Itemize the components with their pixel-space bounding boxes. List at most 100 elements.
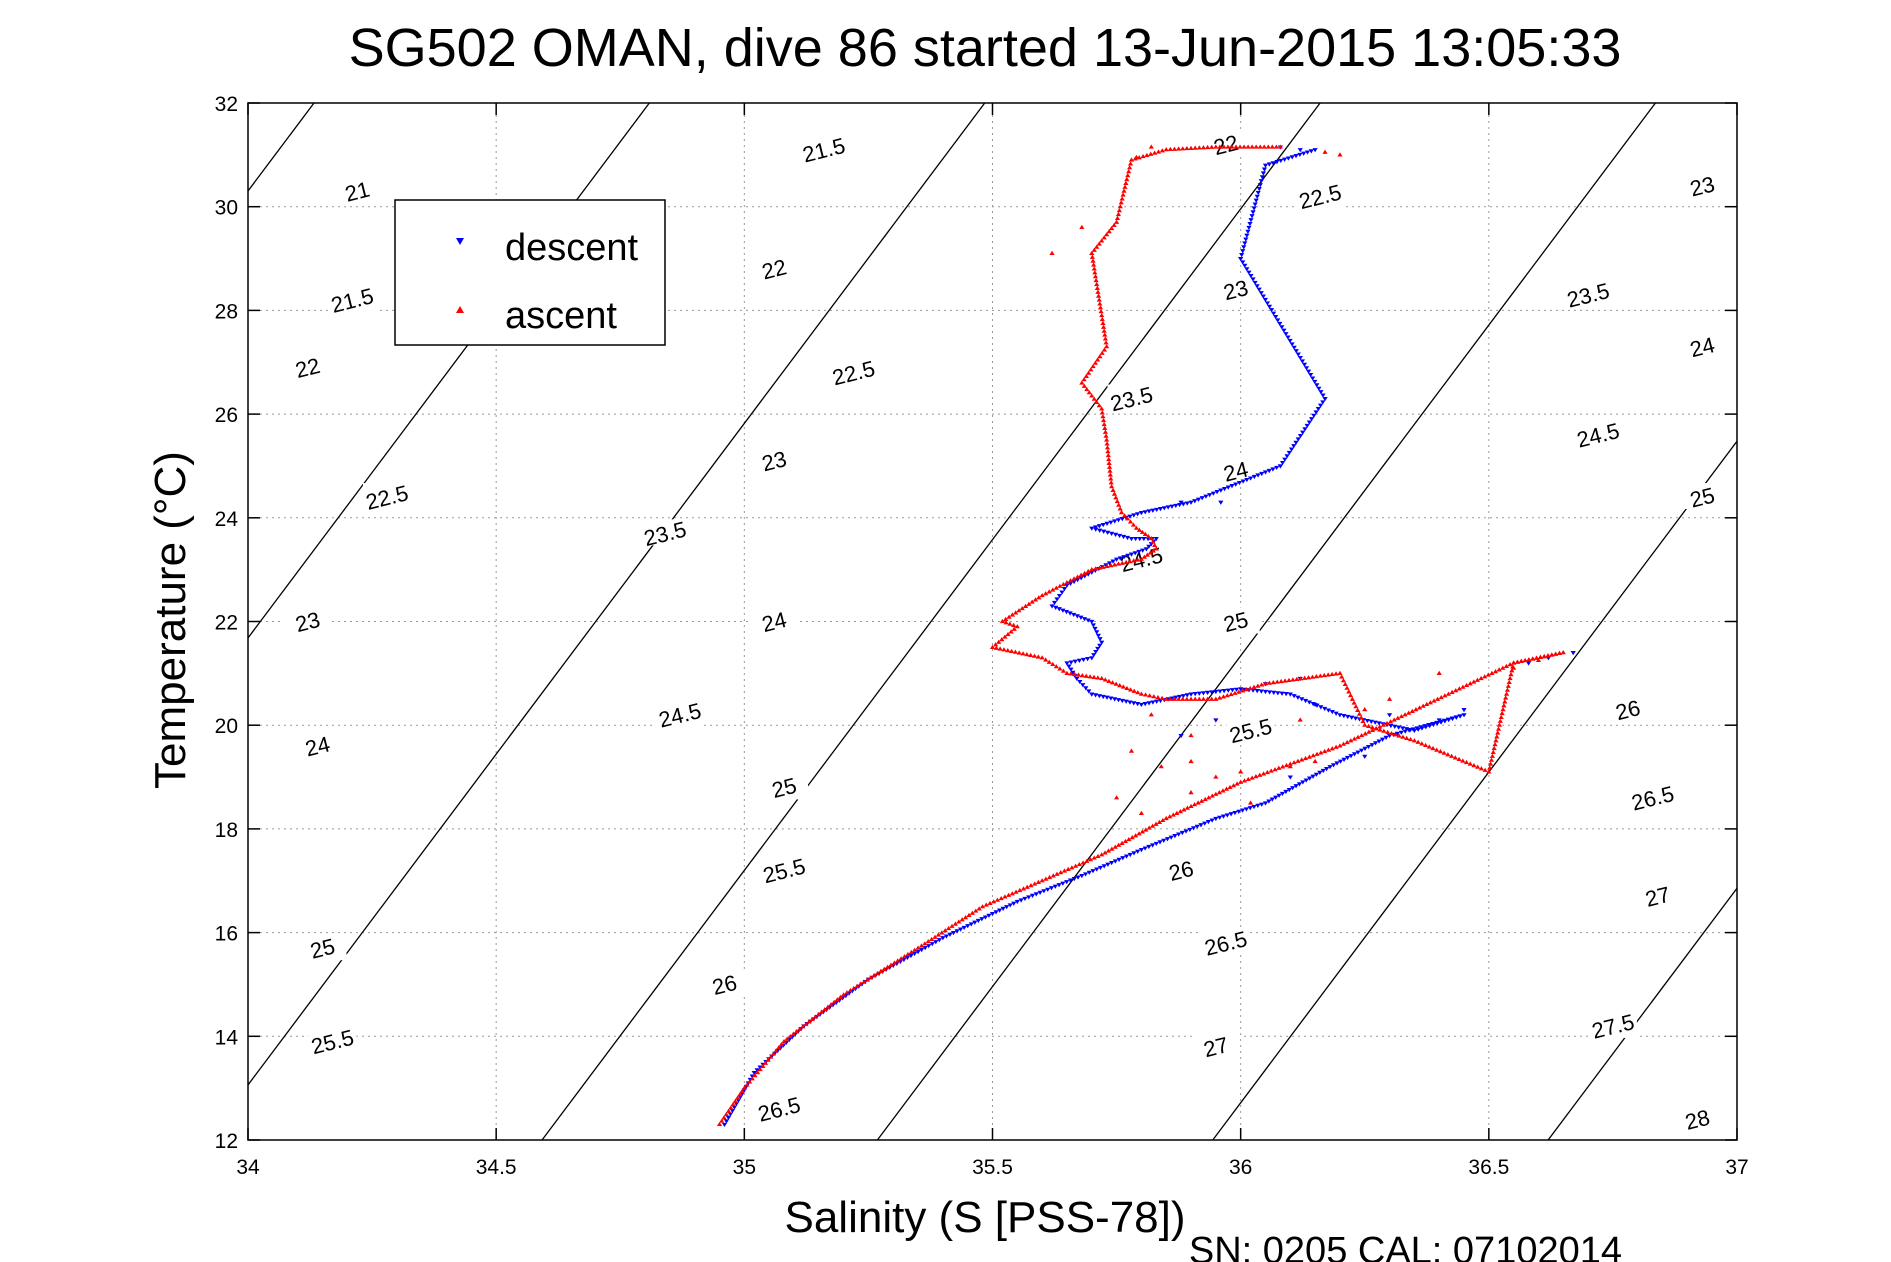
descent-point [1045, 887, 1051, 892]
ascent-point [1202, 796, 1208, 802]
contour-label-bg [1603, 695, 1652, 722]
descent-point [1089, 570, 1095, 575]
descent-point [1362, 746, 1368, 751]
contour-label-bg [750, 446, 799, 473]
contour-label-bg [655, 700, 704, 727]
ascent-point [1112, 844, 1118, 849]
ascent-point [1506, 679, 1512, 685]
ascent-point [1491, 745, 1497, 751]
ascent-point [874, 971, 881, 976]
ascent-point [719, 1118, 725, 1123]
descent-point [1056, 593, 1063, 599]
descent-point [1318, 705, 1324, 710]
descent-point [1299, 359, 1306, 364]
contour-label-bg [829, 358, 878, 385]
ascent-point [1556, 650, 1563, 656]
descent-point [1240, 260, 1246, 265]
descent-point [1078, 576, 1084, 581]
descent-point [1330, 763, 1337, 768]
descent-point [1244, 267, 1250, 272]
descent-point [1266, 799, 1272, 804]
descent-point [1312, 379, 1318, 385]
descent-point [1430, 721, 1436, 727]
ascent-point [1220, 788, 1226, 793]
contour-label-bg [1633, 882, 1682, 909]
descent-point [1247, 476, 1254, 481]
ascent-point [1329, 671, 1335, 677]
ascent-point [1100, 320, 1106, 325]
ascent-point [773, 1048, 779, 1053]
descent-point [943, 934, 950, 939]
ascent-point [1545, 653, 1551, 658]
ascent-point [1278, 678, 1284, 684]
ascent-point [1310, 753, 1316, 758]
descent-point [1068, 667, 1074, 672]
contour-label-bg [799, 135, 848, 162]
ascent-point [815, 1011, 822, 1017]
descent-point [1213, 816, 1219, 822]
ascent-point [1098, 309, 1104, 314]
ascent-point [1295, 758, 1301, 763]
ascent-point [1339, 674, 1345, 679]
descent-point [1115, 698, 1122, 703]
ascent-point [1478, 675, 1484, 681]
ascent-point [749, 1076, 755, 1081]
descent-point [1245, 229, 1251, 234]
descent-point [1095, 633, 1101, 638]
descent-point [1141, 536, 1147, 542]
descent-point [1082, 574, 1088, 579]
ascent-point [1333, 671, 1339, 676]
ascent-point [1082, 570, 1088, 575]
ascent-point [800, 1024, 806, 1029]
ascent-point [891, 960, 897, 965]
ascent-point [1150, 548, 1156, 553]
descent-point [1172, 834, 1178, 839]
ascent-point [1167, 814, 1173, 819]
ascent-point [1090, 363, 1096, 369]
contour-label: 25 [308, 934, 338, 964]
ascent-point [1385, 729, 1391, 734]
ascent-point [1035, 654, 1041, 659]
descent-point [1247, 806, 1253, 811]
descent-point [1064, 661, 1070, 666]
descent-point [1066, 664, 1072, 669]
descent-point [1256, 287, 1262, 292]
descent-point [1290, 786, 1296, 791]
ascent-point [1280, 764, 1286, 769]
contour-label-bg [1211, 607, 1260, 634]
ascent-point [1239, 688, 1246, 693]
ascent-point [734, 1095, 741, 1100]
series-ascent [716, 144, 1566, 1127]
y-tick-label: 14 [215, 1026, 239, 1049]
descent-point [1324, 766, 1330, 772]
ascent-point [1503, 691, 1510, 696]
ascent-point [999, 618, 1006, 624]
ascent-point [1232, 690, 1238, 695]
ascent-point [878, 968, 884, 974]
descent-point [1297, 152, 1303, 158]
ascent-point [1233, 144, 1239, 149]
ascent-point [1099, 312, 1105, 318]
descent-point [1262, 470, 1269, 475]
ascent-point [1287, 761, 1293, 766]
ascent-point [754, 1069, 761, 1075]
ascent-point [1101, 347, 1108, 352]
ascent-point [1139, 529, 1145, 534]
ascent-point [1188, 145, 1194, 150]
ascent-point [925, 939, 931, 944]
ascent-point [1294, 676, 1300, 681]
descent-point [1127, 514, 1133, 519]
descent-point [1244, 477, 1250, 483]
ascent-point [828, 1002, 834, 1007]
descent-point [1194, 824, 1200, 829]
ascent-point [1176, 696, 1182, 701]
descent-point [1248, 218, 1254, 223]
ascent-point [1099, 406, 1105, 411]
ascent-point [1081, 383, 1087, 388]
descent-point [1100, 694, 1106, 700]
ascent-point [747, 1079, 753, 1084]
contour-label: 24 [303, 731, 333, 761]
descent-point [1242, 263, 1248, 268]
ascent-point [1366, 729, 1372, 734]
descent-point [1125, 553, 1131, 558]
